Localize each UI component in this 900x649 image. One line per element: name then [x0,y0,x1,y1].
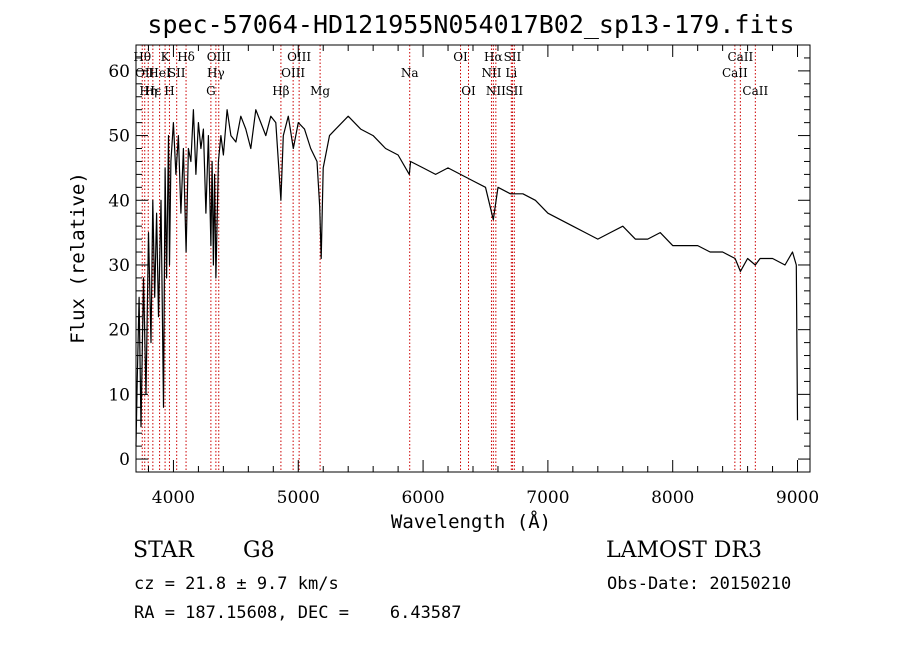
line-label: G [206,84,216,98]
coordinates: RA = 187.15608, DEC = 6.43587 [134,603,462,623]
x-tick-label: 7000 [526,488,569,508]
y-tick-label: 10 [108,385,130,405]
obs-date: Obs-Date: 20150210 [607,574,792,594]
line-label: Na [401,66,419,80]
line-label: OI [461,84,476,98]
line-label: OIII [207,50,231,64]
x-tick-label: 8000 [651,488,694,508]
spectrum-series [135,109,799,447]
object-subclass: G8 [243,538,275,563]
x-tick-label: 6000 [401,488,444,508]
x-axis-label: Wavelength (Å) [391,510,551,533]
line-label: Hγ [207,66,225,80]
line-label: NII [481,66,501,80]
y-tick-label: 0 [119,450,130,470]
line-label: OII [135,66,155,80]
line-label: CaII [722,66,748,80]
line-label: OIII [287,50,311,64]
line-label: Hθ [133,50,151,64]
line-label: OI [453,50,468,64]
y-tick-label: 30 [108,256,130,276]
y-axis: 0 10 20 30 40 50 60 [108,57,810,470]
line-label: CaII [727,50,753,64]
survey-name: LAMOST DR3 [606,538,762,563]
line-label: Li [505,66,517,80]
line-label: NII [486,84,506,98]
line-markers [141,45,756,472]
x-tick-label: 4000 [152,488,195,508]
redshift-cz: cz = 21.8 ± 9.7 km/s [134,574,339,594]
y-tick-label: 50 [108,127,130,147]
object-class: STAR [133,538,194,563]
y-tick-label: 60 [108,62,130,82]
x-tick-label: 5000 [277,488,320,508]
line-label: H [164,84,174,98]
plot-frame [135,44,811,473]
line-label: SII [505,84,523,98]
y-axis-label: Flux (relative) [67,172,89,344]
x-axis: 4000 5000 6000 7000 8000 9000 [147,45,819,508]
spectrum-line [135,109,799,447]
line-label: K [161,50,171,64]
line-label: Hε [145,84,162,98]
line-label: OIII [281,66,305,80]
line-label: HeI [148,66,171,80]
line-label: Hη [139,84,157,98]
line-label: Hβ [272,84,289,98]
y-tick-label: 40 [108,191,130,211]
line-label: Mg [310,84,330,98]
chart-title: spec-57064-HD121955N054017B02_sp13-179.f… [147,10,794,39]
line-label: Hα [484,50,503,64]
line-label: CaII [742,84,768,98]
line-label: Hδ [177,50,195,64]
x-tick-label: 9000 [776,488,819,508]
line-label: SII [168,66,186,80]
line-label: SII [504,50,522,64]
y-tick-label: 20 [108,321,130,341]
